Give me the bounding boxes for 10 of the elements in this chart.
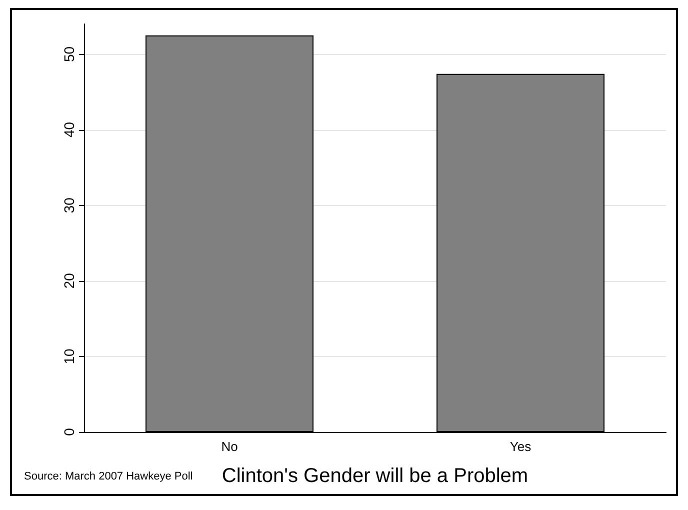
source-note: Source: March 2007 Hawkeye Poll	[24, 470, 193, 482]
y-tick-label: 40	[61, 122, 77, 138]
y-tick-label: 0	[61, 428, 77, 436]
y-tick-label: 20	[61, 272, 77, 289]
y-tick-label: 30	[61, 197, 77, 214]
y-tick-label: 10	[61, 348, 77, 364]
x-axis-title: Clinton's Gender will be a Problem	[222, 465, 528, 487]
x-tick-label: Yes	[510, 439, 532, 454]
y-tick-label: 50	[61, 46, 77, 62]
x-tick-label: No	[221, 439, 238, 454]
